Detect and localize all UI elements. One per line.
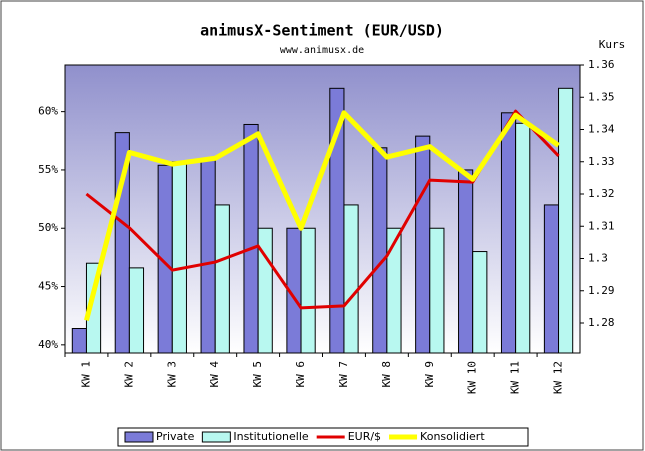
y-tick-label: 40% <box>38 338 58 351</box>
legend-label: Konsolidiert <box>420 430 485 443</box>
x-tick-label: KW 8 <box>380 361 393 388</box>
x-tick-label: KW 7 <box>337 361 350 388</box>
y2-tick-label: 1.35 <box>588 90 615 103</box>
plot-area <box>64 64 581 354</box>
y2-tick-label: 1.33 <box>588 155 615 168</box>
bar <box>71 328 87 354</box>
bar <box>386 227 402 354</box>
y2-tick-label: 1.34 <box>588 123 615 136</box>
x-tick-label: KW 1 <box>79 361 92 388</box>
chart-title: animusX-Sentiment (EUR/USD) <box>200 22 444 40</box>
bar <box>543 204 560 354</box>
x-tick-label: KW 4 <box>208 361 221 388</box>
x-tick-label: KW 6 <box>294 361 307 388</box>
y-tick-label: 60% <box>38 105 58 118</box>
legend-label: Private <box>156 430 195 443</box>
x-tick-label: KW 11 <box>509 361 522 394</box>
y2-tick-label: 1.3 <box>588 252 608 265</box>
chart-subtitle: www.animusx.de <box>280 45 364 56</box>
bar <box>200 158 216 354</box>
x-tick-label: KW 12 <box>552 361 565 394</box>
bar <box>429 227 445 354</box>
y-tick-label: 55% <box>38 163 58 176</box>
x-tick-label: KW 9 <box>423 361 436 388</box>
bar <box>415 135 431 354</box>
y2-axis-label: Kurs <box>599 38 626 51</box>
legend-label: Institutionelle <box>233 430 309 443</box>
bar <box>243 123 259 354</box>
y2-tick-label: 1.29 <box>588 284 615 297</box>
y-tick-label: 50% <box>38 221 58 234</box>
x-tick-label: KW 5 <box>251 361 264 388</box>
bar <box>472 251 488 354</box>
bar <box>214 204 230 354</box>
y2-tick-label: 1.32 <box>588 187 615 200</box>
x-tick-label: KW 10 <box>466 361 479 394</box>
y2-tick-label: 1.31 <box>588 219 615 232</box>
bar <box>500 112 517 354</box>
y2-tick-label: 1.28 <box>588 316 615 329</box>
x-tick-label: KW 3 <box>165 361 178 388</box>
bar <box>458 169 474 354</box>
y2-tick-label: 1.36 <box>588 58 615 71</box>
line <box>84 110 560 321</box>
bar <box>558 87 574 354</box>
legend-swatch <box>124 431 154 443</box>
legend-label: EUR/$ <box>348 430 381 443</box>
bar <box>372 147 388 354</box>
legend-swatch <box>201 431 231 443</box>
x-tick-label: KW 2 <box>122 361 135 388</box>
bar <box>300 227 316 354</box>
bar <box>171 161 187 354</box>
bar <box>128 267 145 354</box>
bar <box>515 122 531 354</box>
bar <box>343 204 359 354</box>
y-tick-label: 45% <box>38 280 58 293</box>
